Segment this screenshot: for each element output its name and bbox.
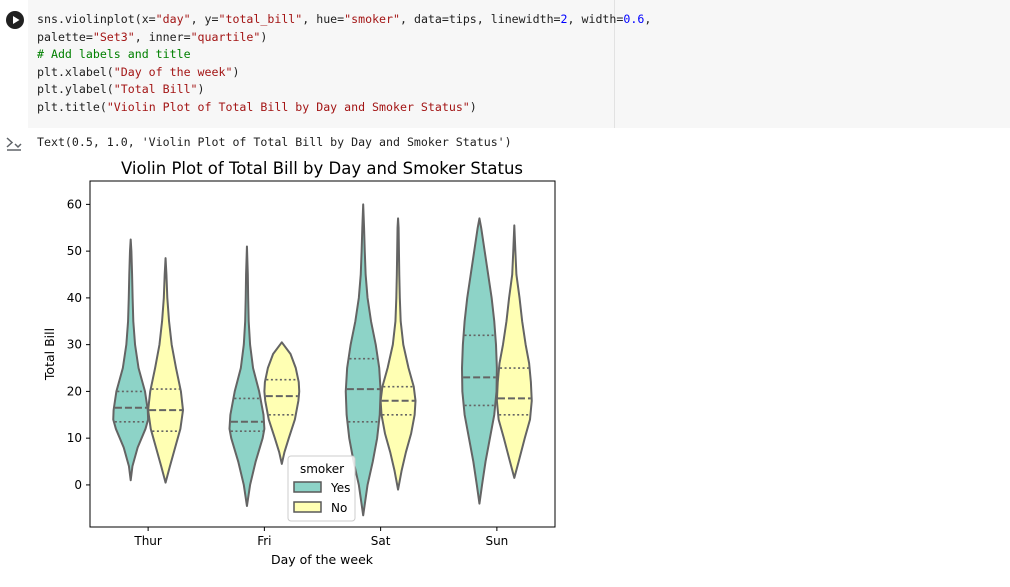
x-axis: Thur Fri Sat Sun [133, 527, 508, 548]
y-tick-label: 0 [74, 478, 82, 492]
y-tick-label: 50 [67, 244, 82, 258]
y-tick-label: 30 [67, 338, 82, 352]
violin-body [147, 257, 184, 484]
code-token: "Set3" [92, 29, 135, 44]
code-token: 2 [560, 12, 568, 26]
code-token: "quartile" [190, 29, 261, 44]
code-token: palette= [37, 29, 93, 44]
legend-title: smoker [300, 462, 344, 476]
code-token: sns.violinplot(x= [37, 12, 156, 26]
code-token: "day" [155, 12, 191, 26]
code-token: , inner= [134, 29, 191, 44]
code-token: "total_bill" [218, 12, 303, 26]
violin-body [379, 217, 417, 491]
plot-frame [89, 180, 556, 528]
legend-swatch-no [293, 501, 322, 513]
y-axis-label: Total Bill [42, 328, 57, 381]
x-tick-label: Thur [133, 534, 162, 548]
violin-body [228, 245, 266, 507]
code-line: # Add labels and title [37, 46, 651, 64]
code-token: plt.xlabel( [37, 64, 114, 79]
output-toggle-icon[interactable] [5, 136, 23, 152]
code-line: plt.ylabel("Total Bill") [37, 81, 651, 99]
violin-sun-yes [461, 217, 498, 505]
code-cell[interactable]: sns.violinplot(x="day", y="total_bill", … [0, 0, 1010, 128]
code-token: "Day of the week" [113, 64, 233, 79]
code-token: plt.title( [37, 99, 107, 114]
y-tick-label: 60 [67, 197, 82, 211]
line-length-ruler [614, 0, 615, 128]
code-token: "Total Bill" [113, 82, 198, 97]
code-token: ) [197, 82, 205, 97]
code-token: ) [469, 99, 477, 114]
code-token: # Add labels and title [37, 47, 191, 62]
violin-body [112, 238, 150, 482]
play-icon [13, 16, 20, 24]
code-line: plt.xlabel("Day of the week") [37, 64, 651, 82]
code-token: plt.ylabel( [37, 82, 114, 97]
x-tick-label: Fri [257, 534, 271, 548]
code-token: , data=tips, linewidth= [400, 12, 561, 26]
run-cell-button[interactable] [6, 11, 24, 29]
legend: smoker Yes No [287, 455, 356, 522]
code-token: "smoker" [344, 12, 400, 26]
violin-fri-no [263, 341, 301, 465]
violin-body [495, 224, 533, 479]
violin-thur-no [147, 257, 184, 484]
code-line: plt.title("Violin Plot of Total Bill by … [37, 99, 651, 117]
y-tick-label: 10 [67, 431, 82, 445]
violin-fri-yes [228, 245, 266, 507]
legend-label-no: No [331, 501, 347, 515]
code-token: , hue= [302, 12, 345, 26]
code-token: , [644, 12, 652, 26]
code-token: ) [260, 29, 268, 44]
violin-sat-no [379, 217, 417, 491]
legend-label-yes: Yes [330, 481, 350, 495]
legend-swatch-yes [293, 481, 322, 493]
code-token: , y= [190, 12, 219, 26]
violin-body [461, 217, 498, 505]
code-text[interactable]: sns.violinplot(x="day", y="total_bill", … [37, 11, 651, 117]
y-tick-label: 20 [67, 384, 82, 398]
code-token: "Violin Plot of Total Bill by Day and Sm… [106, 99, 470, 114]
violin-chart: Violin Plot of Total Bill by Day and Smo… [42, 159, 556, 567]
violin-group [112, 203, 533, 517]
x-axis-label: Day of the week [271, 552, 374, 567]
code-token: 0.6 [623, 12, 645, 26]
violin-sun-no [495, 224, 533, 479]
chart-title: Violin Plot of Total Bill by Day and Smo… [121, 159, 523, 178]
code-line: sns.violinplot(x="day", y="total_bill", … [37, 11, 651, 29]
y-tick-label: 40 [67, 291, 82, 305]
x-tick-label: Sat [371, 534, 391, 548]
y-axis: 0 10 20 30 40 50 60 [67, 197, 90, 492]
code-token: ) [232, 64, 240, 79]
code-line: palette="Set3", inner="quartile") [37, 29, 651, 47]
code-token: , width= [567, 12, 624, 26]
cell-output-text: Text(0.5, 1.0, 'Violin Plot of Total Bil… [37, 135, 512, 149]
violin-body [263, 341, 301, 465]
x-tick-label: Sun [485, 534, 508, 548]
violin-thur-yes [112, 238, 150, 482]
code-editor[interactable] [28, 0, 1010, 128]
